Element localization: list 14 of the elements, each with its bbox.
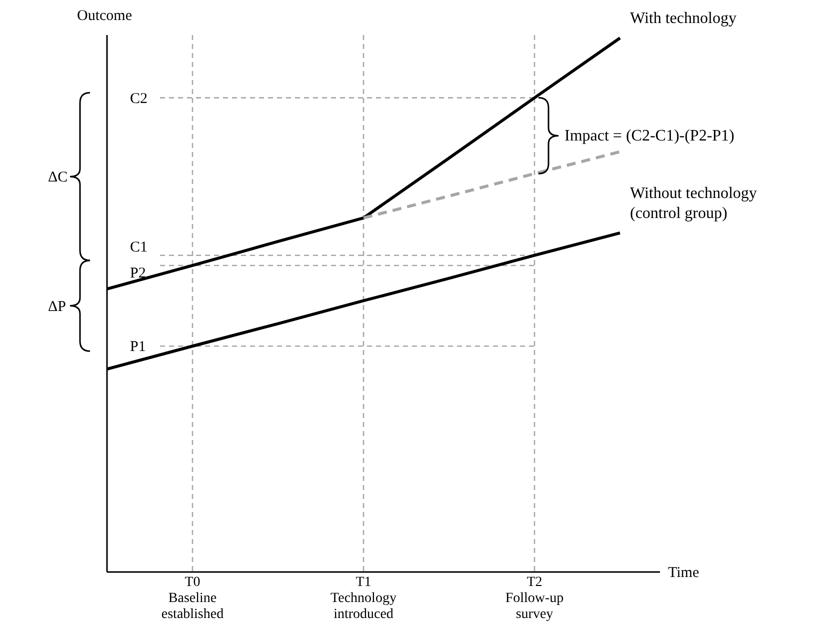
ref-line-label: P1 (130, 339, 146, 356)
ref-line-label: C1 (130, 239, 148, 256)
text: ΔP (48, 298, 66, 315)
annotation: Impact = (C2-C1)-(P2-P1) (564, 128, 734, 145)
y-axis-title: Outcome (77, 8, 132, 24)
ref-line-label: P2 (130, 265, 146, 282)
ref-line-label: C2 (130, 90, 148, 107)
x-tick-label: T1 Technology introduced (330, 575, 396, 622)
text: ΔC (48, 170, 68, 186)
x-tick-label: T0 Baseline established (161, 575, 224, 622)
series-label: With technology (630, 10, 736, 27)
series-label: Without technology (control group) (630, 184, 757, 222)
x-axis-title: Time (668, 565, 700, 581)
x-tick-label: T2 Follow-up survey (505, 575, 564, 622)
